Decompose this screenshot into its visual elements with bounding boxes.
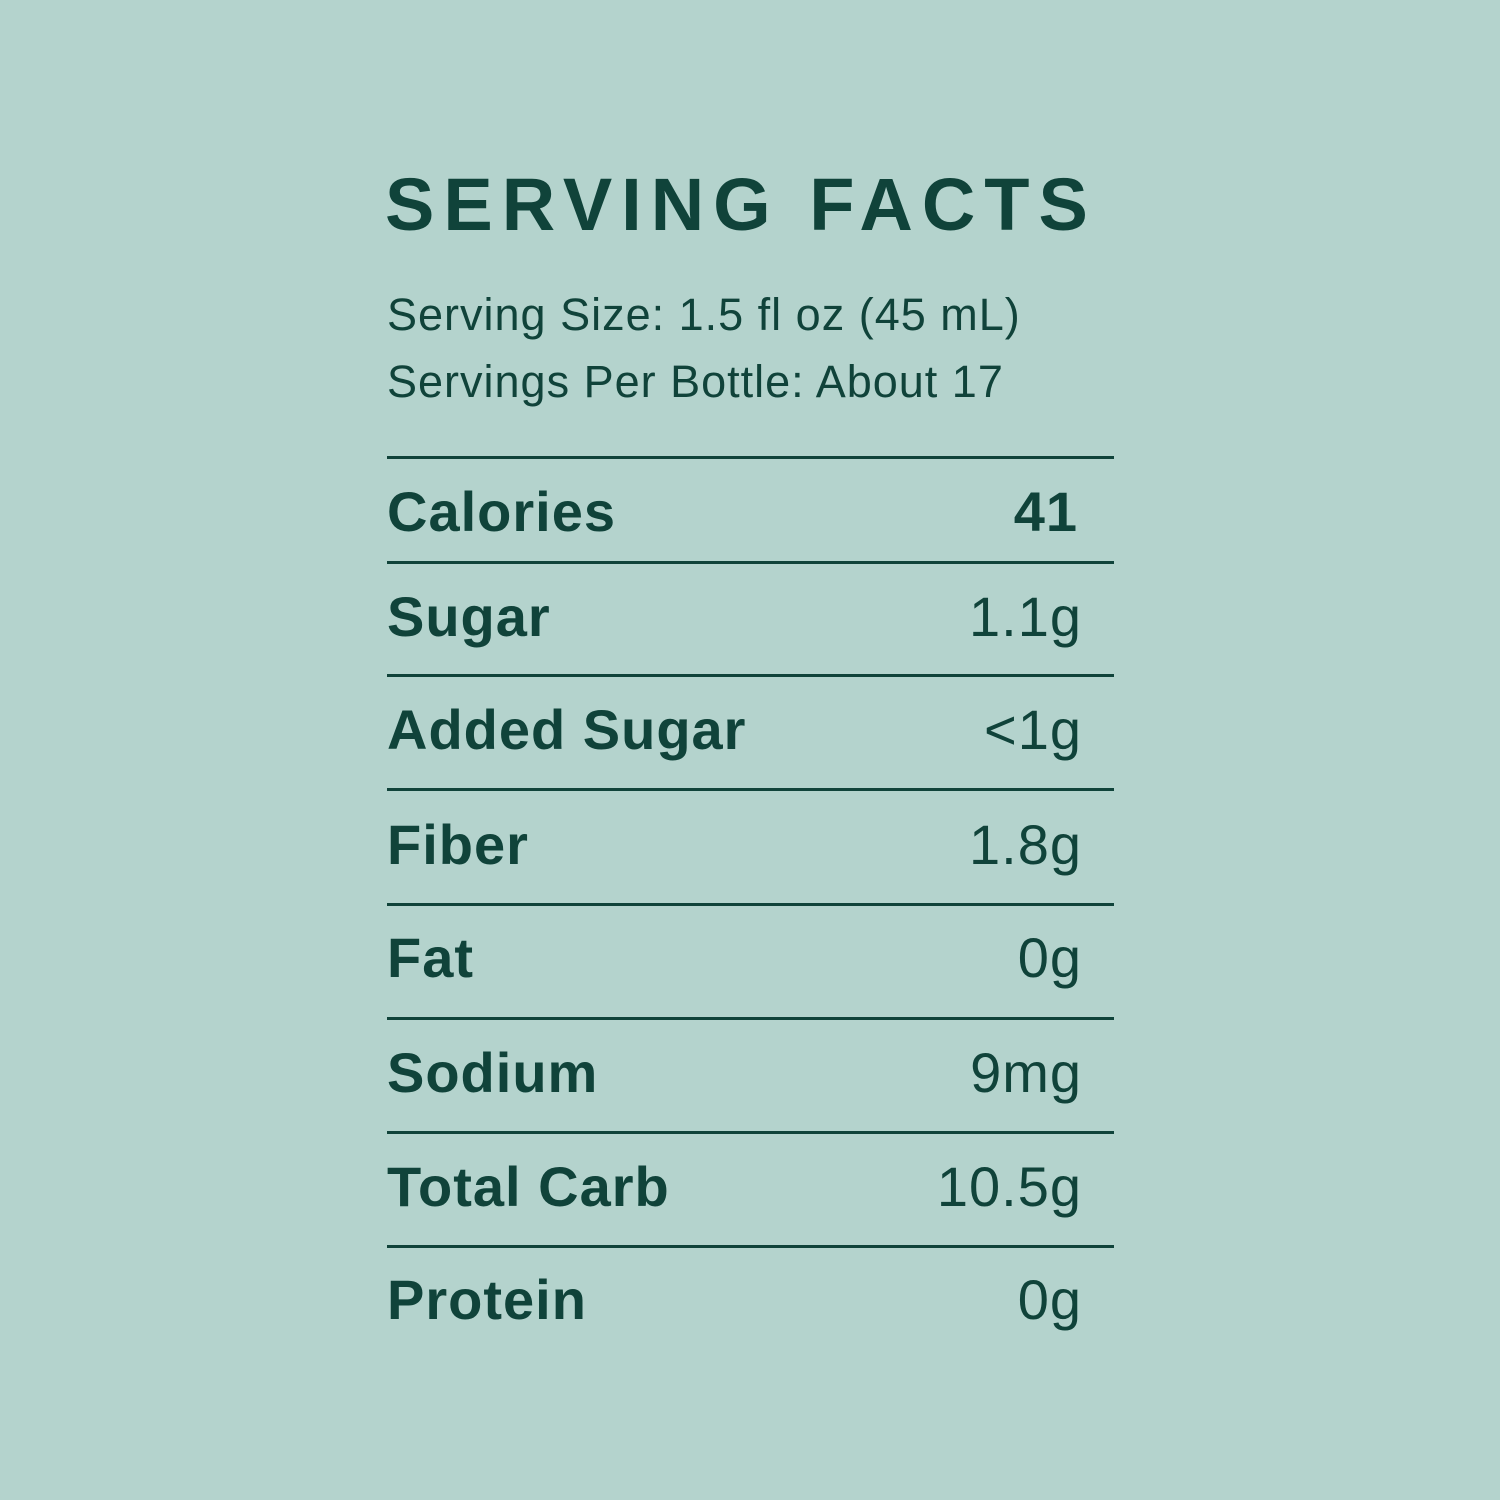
row-value: 9mg bbox=[970, 1041, 1082, 1104]
table-row-fat: Fat 0g bbox=[387, 928, 1082, 988]
table-row-fiber: Fiber 1.8g bbox=[387, 815, 1082, 875]
row-value: 0g bbox=[1017, 1268, 1082, 1331]
table-row-calories: Calories 41 bbox=[387, 482, 1082, 542]
row-label: Fat bbox=[387, 926, 474, 989]
divider bbox=[387, 561, 1114, 564]
table-row-sugar: Sugar 1.1g bbox=[387, 587, 1082, 647]
divider bbox=[387, 788, 1114, 791]
row-value: 41 bbox=[1013, 480, 1078, 543]
row-label: Protein bbox=[387, 1268, 587, 1331]
row-value: 10.5g bbox=[936, 1155, 1082, 1218]
serving-size: Serving Size: 1.5 fl oz (45 mL) bbox=[387, 289, 1021, 340]
row-label: Sodium bbox=[387, 1041, 599, 1104]
page-title: SERVING FACTS bbox=[385, 163, 1097, 246]
row-label: Sugar bbox=[387, 585, 551, 648]
divider bbox=[387, 1131, 1114, 1134]
row-value: 1.8g bbox=[969, 813, 1082, 876]
servings-per-bottle: Servings Per Bottle: About 17 bbox=[387, 356, 1004, 407]
divider bbox=[387, 456, 1114, 459]
row-label: Fiber bbox=[387, 813, 529, 876]
table-row-added-sugar: Added Sugar <1g bbox=[387, 700, 1082, 760]
divider bbox=[387, 1017, 1114, 1020]
row-label: Calories bbox=[387, 480, 616, 543]
table-row-protein: Protein 0g bbox=[387, 1270, 1082, 1330]
row-value: 1.1g bbox=[969, 585, 1082, 648]
divider bbox=[387, 674, 1114, 677]
row-label: Total Carb bbox=[387, 1155, 670, 1218]
divider bbox=[387, 903, 1114, 906]
row-value: <1g bbox=[984, 698, 1082, 761]
table-row-total-carb: Total Carb 10.5g bbox=[387, 1157, 1082, 1217]
table-row-sodium: Sodium 9mg bbox=[387, 1043, 1082, 1103]
divider bbox=[387, 1245, 1114, 1248]
row-label: Added Sugar bbox=[387, 698, 747, 761]
row-value: 0g bbox=[1017, 926, 1082, 989]
